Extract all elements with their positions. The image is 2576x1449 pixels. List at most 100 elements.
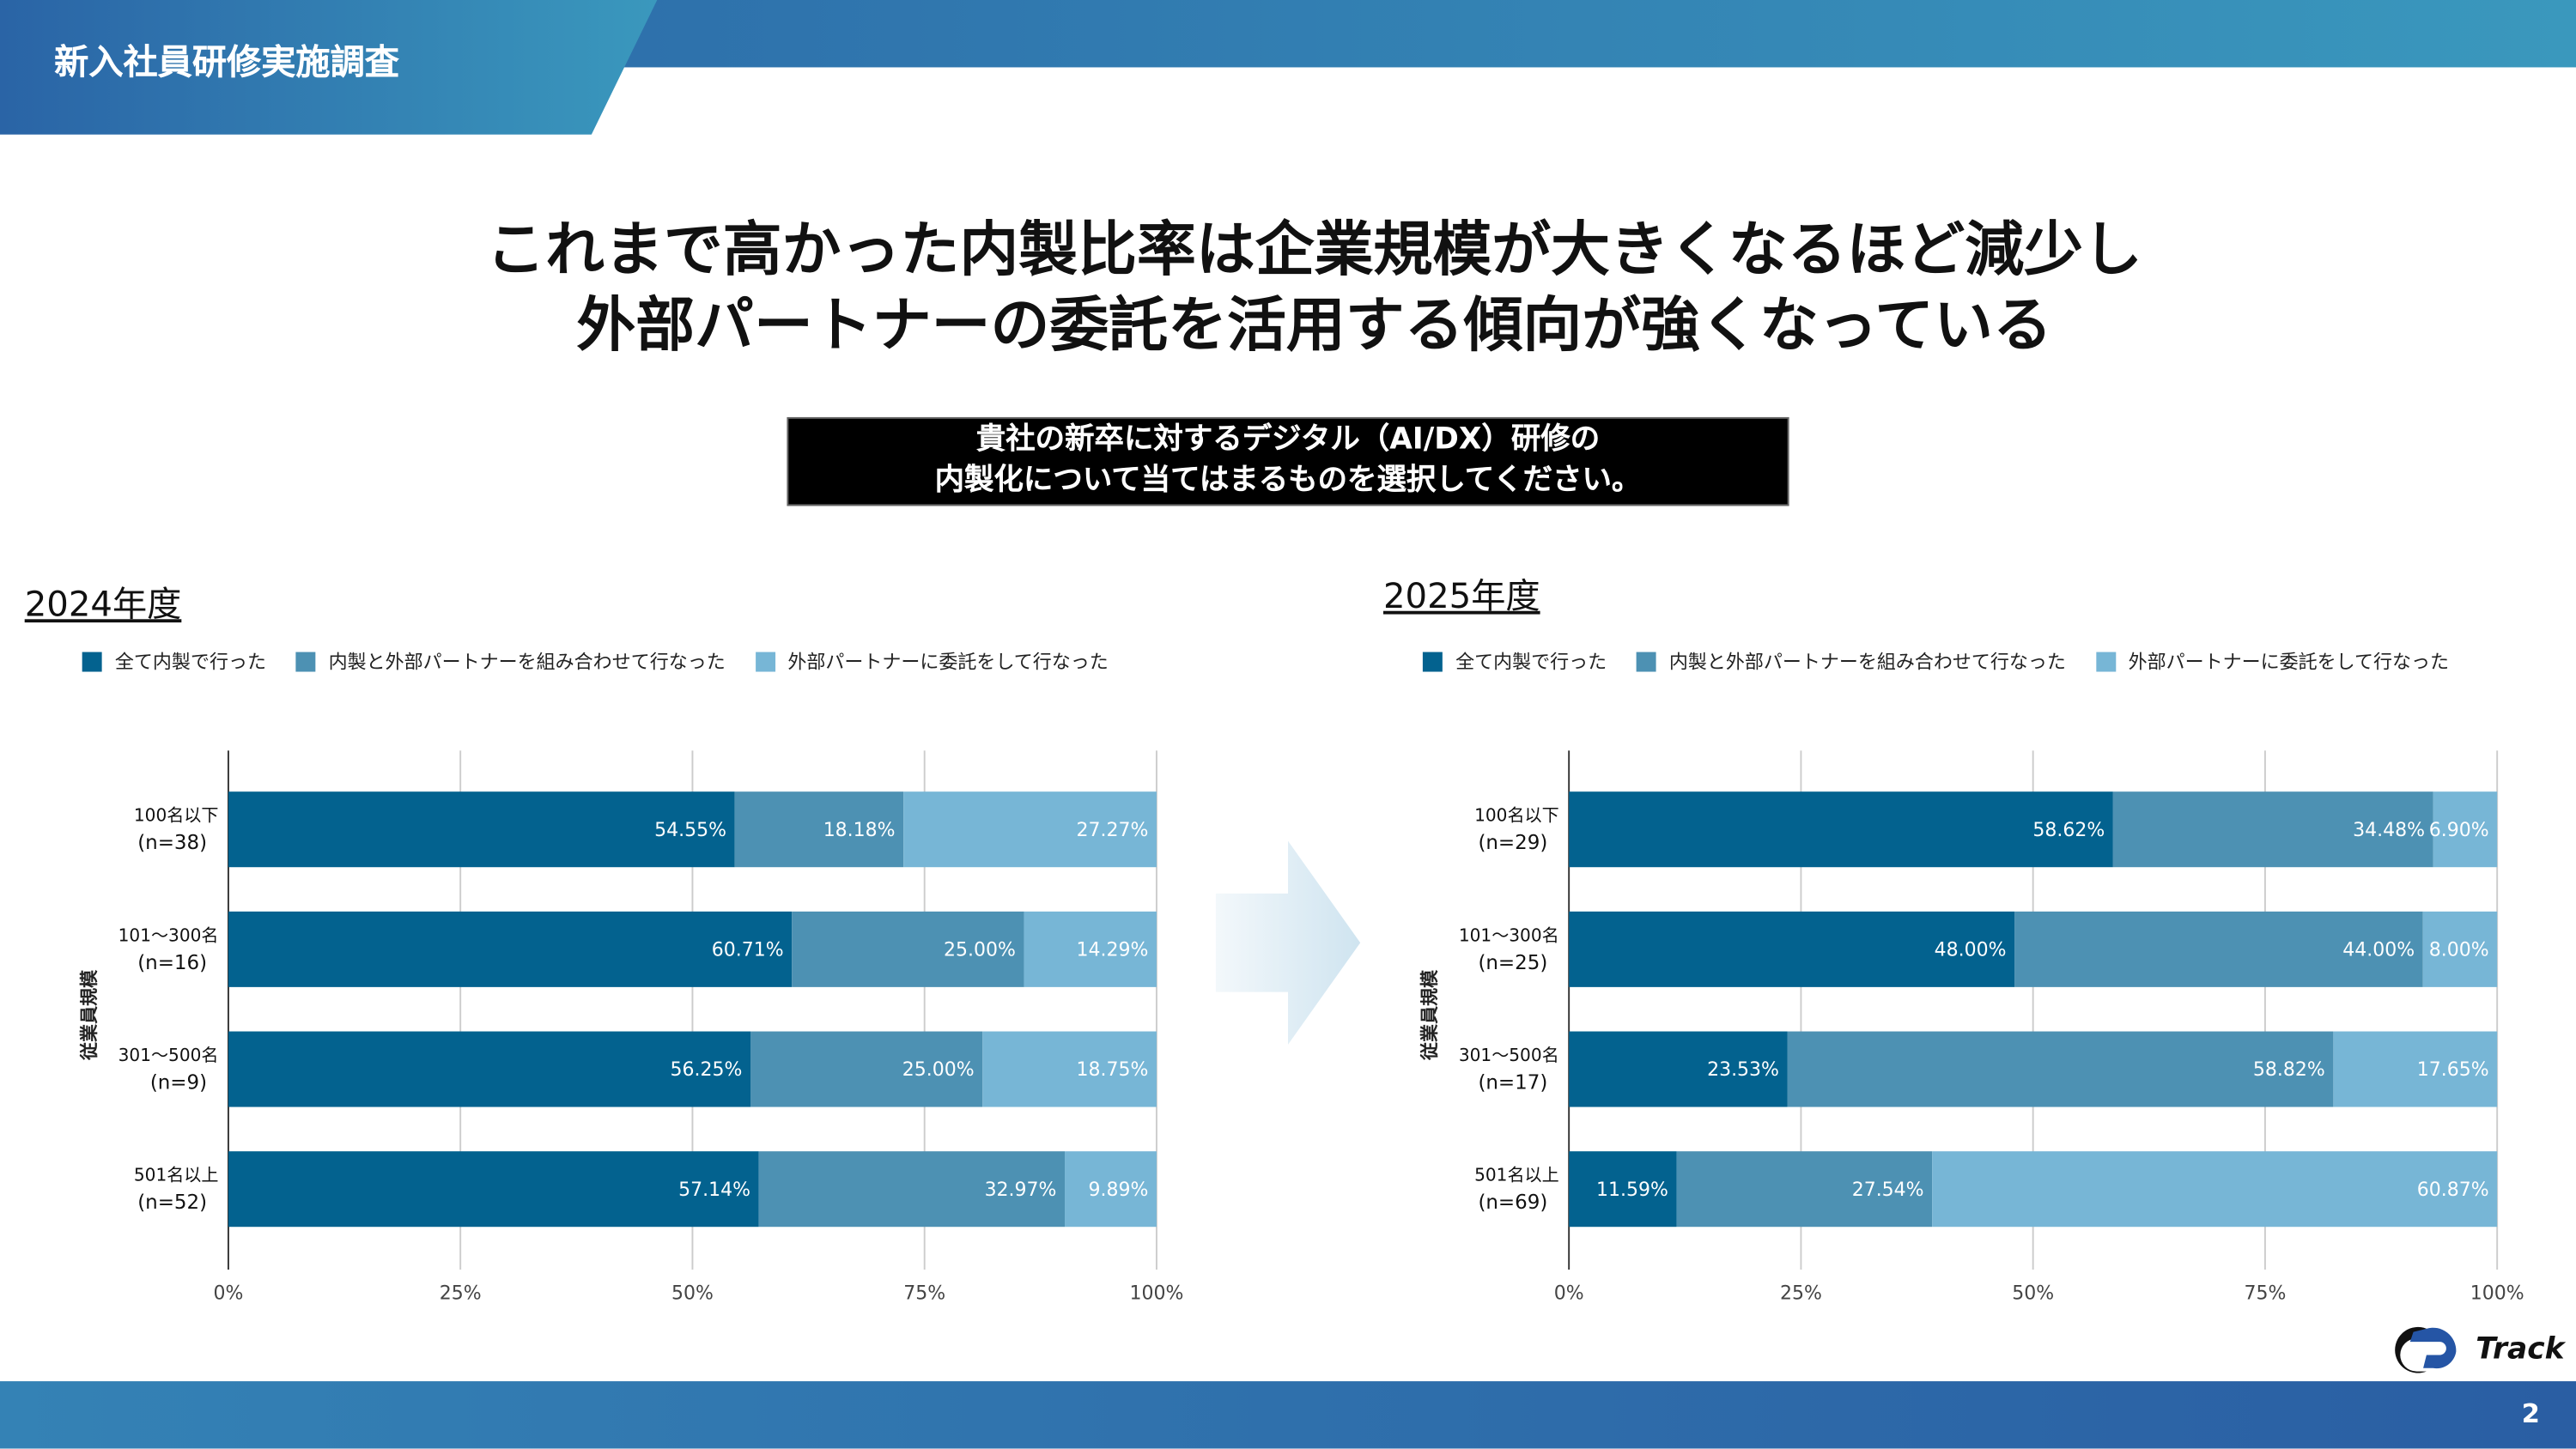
chart-title-2024: 2024年度 — [24, 585, 182, 625]
x-tick-label: 75% — [2244, 1282, 2286, 1304]
headline-line-2: 外部パートナーの委託を活用する傾向が強くなっている — [576, 292, 2052, 361]
data-label: 57.14% — [678, 1179, 750, 1201]
legend-label: 外部パートナーに委託をして行なった — [2128, 650, 2450, 674]
data-label: 44.00% — [2342, 940, 2415, 961]
data-label: 48.00% — [1935, 940, 2007, 961]
bar-segment — [1569, 791, 2113, 868]
bar-segment — [2422, 911, 2498, 987]
legend-label: 全て内製で行った — [1455, 650, 1607, 674]
data-label: 17.65% — [2417, 1059, 2489, 1081]
bar-segment — [1676, 1151, 1933, 1228]
legend-swatch — [755, 652, 775, 672]
data-label: 8.00% — [2429, 940, 2489, 961]
category-label: 101～300名 — [118, 925, 219, 945]
page-number: 2 — [2521, 1397, 2540, 1429]
chart-title-2025: 2025年度 — [1382, 576, 1540, 616]
section-title: 新入社員研修実施調査 — [54, 42, 399, 82]
legend-swatch — [295, 652, 316, 672]
legend-item: 外部パートナーに委託をして行なった — [755, 649, 1109, 676]
logo-mark-icon — [2395, 1326, 2457, 1373]
bar-segment — [2014, 911, 2423, 987]
bar-segment — [1569, 1151, 1677, 1228]
category-n-label: (n=38) — [137, 832, 207, 854]
bar-segment — [903, 791, 1157, 868]
legend-item: 全て内製で行った — [82, 649, 266, 676]
headline-line-1: これまで高かった内製比率は企業規模が大きくなるほど減少し — [486, 216, 2142, 284]
data-label: 54.55% — [654, 820, 726, 841]
data-label: 60.87% — [2417, 1179, 2489, 1201]
legend-item: 外部パートナーに委託をして行なった — [2095, 649, 2449, 676]
bar-segment — [228, 1031, 751, 1107]
data-label: 9.89% — [1088, 1179, 1148, 1201]
logo-text: Track — [2476, 1331, 2565, 1366]
bar-segment — [2333, 1031, 2498, 1107]
legend-item: 内製と外部パートナーを組み合わせて行なった — [295, 649, 726, 676]
bar-segment — [228, 1151, 759, 1228]
bar-segment — [758, 1151, 1066, 1228]
section-tag: 新入社員研修実施調査 — [0, 0, 658, 135]
bar-segment — [1065, 1151, 1157, 1228]
x-tick-label: 0% — [1554, 1282, 1584, 1304]
legend-item: 全て内製で行った — [1422, 649, 1607, 676]
question-box: 貴社の新卒に対するデジタル（AI/DX）研修の 内製化について当てはまるものを選… — [787, 416, 1789, 506]
legend-swatch — [1636, 652, 1656, 672]
y-axis-title: 従業員規模 — [78, 969, 100, 1061]
bar-segment — [982, 1031, 1157, 1107]
data-label: 6.90% — [2429, 820, 2489, 841]
bar-segment — [734, 791, 904, 868]
data-label: 58.82% — [2253, 1059, 2325, 1081]
track-logo: Track — [2391, 1322, 2565, 1374]
legend-2024: 全て内製で行った 内製と外部パートナーを組み合わせて行なった 外部パートナーに委… — [82, 649, 1109, 676]
bar-segment — [1932, 1151, 2498, 1228]
x-tick-label: 25% — [1780, 1282, 1822, 1304]
chart-2025: 0% 25% 50% 75% 100% 従業員規模 100名以下 (n=29) 58.62% 34… — [1419, 750, 2524, 1304]
legend-swatch — [82, 652, 102, 672]
legend-label: 内製と外部パートナーを組み合わせて行なった — [328, 650, 726, 674]
question-line-2: 内製化について当てはまるものを選択してください。 — [934, 463, 1642, 498]
category-n-label: (n=69) — [1478, 1191, 1547, 1214]
data-label: 25.00% — [944, 940, 1016, 961]
bar-segment — [2112, 791, 2433, 868]
bar-segment — [2433, 791, 2498, 868]
category-label: 101～300名 — [1459, 925, 1559, 945]
data-label: 27.27% — [1076, 820, 1148, 841]
bar-segment — [228, 911, 793, 987]
category-label: 301～500名 — [118, 1045, 219, 1065]
x-tick-label: 50% — [671, 1282, 714, 1304]
bar-segment — [1787, 1031, 2334, 1107]
bar-segment — [1569, 1031, 1788, 1107]
chart-2024: 0% 25% 50% 75% 100% 従業員規模 100名以下 (n=38) 54.55% 18… — [78, 750, 1183, 1304]
category-n-label: (n=9) — [150, 1071, 207, 1094]
bar-segment — [1024, 911, 1157, 987]
y-axis-title: 従業員規模 — [1419, 969, 1440, 1061]
data-label: 14.29% — [1076, 940, 1148, 961]
legend-item: 内製と外部パートナーを組み合わせて行なった — [1636, 649, 2066, 676]
data-label: 18.75% — [1076, 1059, 1148, 1081]
category-label: 100名以下 — [1474, 805, 1559, 826]
category-label: 501名以上 — [1474, 1165, 1559, 1185]
data-label: 60.71% — [712, 940, 784, 961]
headline: これまで高かった内製比率は企業規模が大きくなるほど減少し 外部パートナーの委託を… — [0, 214, 2576, 365]
x-tick-label: 50% — [2012, 1282, 2054, 1304]
x-tick-label: 100% — [1129, 1282, 1183, 1304]
category-n-label: (n=17) — [1478, 1071, 1547, 1094]
category-n-label: (n=16) — [137, 952, 207, 974]
x-tick-label: 25% — [440, 1282, 482, 1304]
category-label: 100名以下 — [134, 805, 219, 826]
legend-2025: 全て内製で行った 内製と外部パートナーを組み合わせて行なった 外部パートナーに委… — [1422, 649, 2449, 676]
footer-bar: 2 — [0, 1381, 2576, 1449]
data-label: 58.62% — [2032, 820, 2105, 841]
arrow-right-icon — [1215, 840, 1361, 1045]
x-tick-label: 0% — [213, 1282, 243, 1304]
legend-label: 外部パートナーに委託をして行なった — [787, 650, 1109, 674]
bar-segment — [228, 791, 735, 868]
category-label: 301～500名 — [1459, 1045, 1559, 1065]
category-label: 501名以上 — [134, 1165, 219, 1185]
bar-segment — [1569, 911, 2015, 987]
legend-swatch — [2095, 652, 2116, 672]
category-n-label: (n=52) — [137, 1191, 207, 1214]
bar-segment — [792, 911, 1024, 987]
x-tick-label: 100% — [2470, 1282, 2524, 1304]
category-n-label: (n=29) — [1478, 832, 1547, 854]
